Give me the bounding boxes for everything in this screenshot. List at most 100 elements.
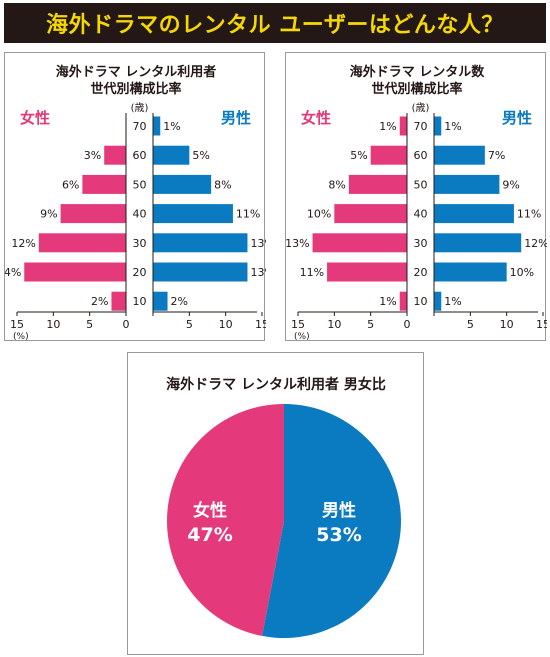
rentals-pyramid-age-label: 30 [414, 237, 428, 250]
rentals-pyramid-male-label: 男性 [502, 109, 532, 127]
users-pyramid-female-bar [60, 204, 126, 224]
rentals-pyramid-female-bar [312, 233, 407, 253]
pie-male-label: 男性 [322, 500, 356, 521]
rentals-pyramid-age-unit-label: (歳) [412, 102, 430, 114]
rentals-pyramid-female-bar [327, 262, 407, 282]
users-pyramid-female-bar [82, 174, 126, 194]
rentals-pyramid-age-label: 10 [414, 295, 428, 308]
users-pyramid-age-label: 40 [133, 208, 147, 221]
rentals-pyramid-female-value-label: 10% [307, 208, 331, 221]
pie-slice-female [166, 404, 284, 636]
users-pyramid-age-label: 70 [133, 120, 147, 133]
users-pyramid-female-value-label: 3% [84, 149, 101, 162]
users-pyramid-male-bar [153, 233, 248, 253]
users-pyramid-male-bar [153, 174, 212, 194]
users-pyramid-x-unit-label: (%) [13, 332, 29, 342]
rentals-pyramid-female-bar [370, 145, 407, 165]
users-pyramid-male-value-label: 8% [214, 178, 231, 191]
users-pyramid-age-label: 10 [133, 295, 147, 308]
rentals-pyramid-male-bar [434, 116, 442, 136]
users-pyramid-female-label: 女性 [20, 109, 50, 127]
users-pyramid-age-unit-label: (歳) [131, 102, 149, 114]
users-pyramid-female-bar [38, 233, 126, 253]
users-pyramid-title-line: 世代別構成比率 [90, 81, 181, 97]
rentals-pyramid-female-value-label: 8% [328, 178, 345, 191]
users-pyramid-male-value-label: 5% [192, 149, 209, 162]
rentals-pyramid-male-value-label: 7% [488, 149, 505, 162]
rentals-pyramid-age-label: 20 [414, 266, 428, 279]
rentals-pyramid-female-bar [348, 174, 407, 194]
rentals-pyramid-female-value-label: 11% [300, 266, 324, 279]
pie-title: 海外ドラマ レンタル利用者 男女比 [166, 376, 386, 393]
rentals-pyramid-male-value-label: 12% [524, 237, 547, 250]
users-pyramid-male-value-label: 1% [163, 120, 180, 133]
users-pyramid-male-bar [153, 145, 190, 165]
rentals-pyramid-male-value-label: 9% [502, 178, 519, 191]
rentals-pyramid-female-bar [334, 204, 407, 224]
rentals-pyramid-female-value-label: 5% [350, 149, 367, 162]
pie-female-value-label: 47% [187, 524, 232, 546]
users-pyramid-male-value-label: 2% [171, 295, 188, 308]
users-pyramid-male-label: 男性 [221, 109, 251, 127]
rentals-pyramid-male-bar [434, 291, 442, 311]
users-pyramid-female-value-label: 12% [11, 237, 35, 250]
rentals-pyramid-x-unit-label: (%) [294, 332, 310, 342]
users-pyramid-age-label: 50 [133, 178, 147, 191]
rentals-pyramid-female-label: 女性 [301, 109, 331, 127]
rentals-pyramid-x-tick-label: 5 [367, 318, 374, 331]
pie-male-value-label: 53% [316, 524, 361, 546]
rentals-pyramid-male-bar [434, 204, 514, 224]
users-pyramid-female-bar [24, 262, 127, 282]
users-pyramid-x-tick-label: 10 [46, 318, 60, 331]
users-pyramid-female-value-label: 6% [62, 178, 79, 191]
users-pyramid-male-value-label: 13% [250, 237, 266, 250]
users-pyramid-female-bar [111, 291, 126, 311]
rentals-pyramid-female-value-label: 1% [379, 120, 396, 133]
rentals-pyramid-male-value-label: 11% [517, 208, 541, 221]
users-pyramid-age-label: 20 [133, 266, 147, 279]
rentals-pyramid-male-bar [434, 174, 500, 194]
users-pyramid-male-value-label: 11% [236, 208, 260, 221]
pyramid-chart-users: 海外ドラマ レンタル利用者 世代別構成比率女性 男性 (歳) 70 1% 60 3% 5% 50 6… [4, 52, 266, 342]
users-pyramid-male-bar [153, 262, 248, 282]
users-pyramid-female-bar [104, 145, 126, 165]
rentals-pyramid-male-value-label: 10% [510, 266, 534, 279]
page-title: 海外ドラマのレンタル ユーザーはどんな人？ [4, 3, 546, 43]
users-pyramid-x-tick-label: 5 [86, 318, 93, 331]
users-pyramid-x-tick-label: 15 [255, 318, 266, 331]
rentals-pyramid-x-tick-label: 15 [536, 318, 547, 331]
rentals-pyramid-age-label: 70 [414, 120, 428, 133]
users-pyramid-male-bar [153, 291, 168, 311]
users-pyramid-male-bar [153, 116, 161, 136]
rentals-pyramid-x-tick-label: 10 [327, 318, 341, 331]
rentals-pyramid-x-tick-label: 10 [500, 318, 514, 331]
pie-female-label: 女性 [193, 500, 227, 521]
users-pyramid-age-label: 30 [133, 237, 147, 250]
rentals-pyramid-x-tick-label: 15 [291, 318, 305, 331]
rentals-pyramid-male-bar [434, 145, 485, 165]
rentals-pyramid-male-bar [434, 233, 522, 253]
rentals-pyramid-x-tick-label: 0 [404, 318, 411, 331]
rentals-pyramid-x-tick-label: 5 [467, 318, 474, 331]
rentals-pyramid-female-bar [399, 116, 407, 136]
rentals-pyramid-male-value-label: 1% [444, 295, 461, 308]
rentals-pyramid-age-label: 60 [414, 149, 428, 162]
users-pyramid-age-label: 60 [133, 149, 147, 162]
rentals-pyramid-title-line: 海外ドラマ レンタル数 [350, 64, 486, 80]
users-pyramid-female-value-label: 9% [40, 208, 57, 221]
users-pyramid-male-bar [153, 204, 233, 224]
rentals-pyramid-female-value-label: 13% [286, 237, 310, 250]
users-pyramid-male-value-label: 13% [250, 266, 266, 279]
rentals-pyramid-title-line: 世代別構成比率 [371, 81, 462, 97]
users-pyramid-female-value-label: 2% [91, 295, 108, 308]
users-pyramid-female-value-label: 14% [5, 266, 21, 279]
users-pyramid-x-tick-label: 5 [186, 318, 193, 331]
rentals-pyramid-age-label: 50 [414, 178, 428, 191]
rentals-pyramid-age-label: 40 [414, 208, 428, 221]
users-pyramid-title-line: 海外ドラマ レンタル利用者 [56, 64, 217, 80]
rentals-pyramid-male-bar [434, 262, 507, 282]
rentals-pyramid-female-bar [399, 291, 407, 311]
